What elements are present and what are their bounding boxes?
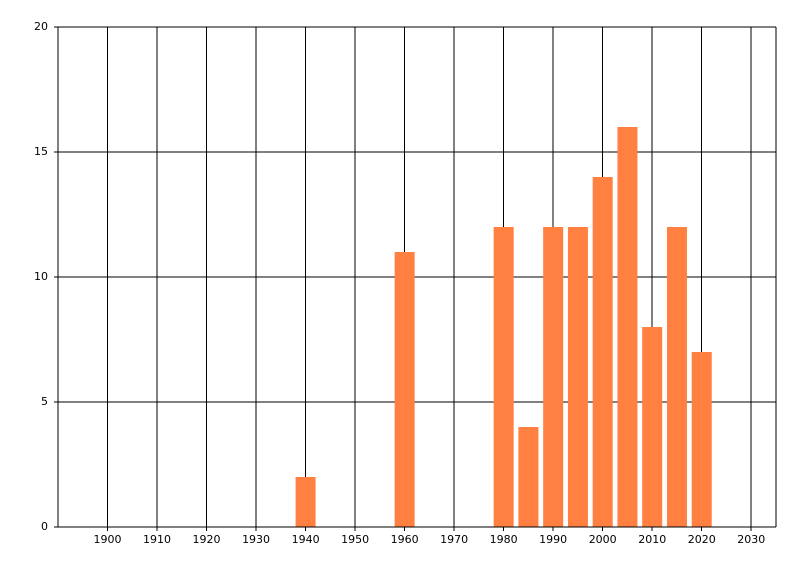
x-tick-label: 1910 [143, 533, 171, 546]
y-tick-label: 5 [41, 395, 48, 408]
x-tick-label: 2000 [589, 533, 617, 546]
y-tick-label: 20 [34, 20, 48, 33]
x-tick-label: 1970 [440, 533, 468, 546]
bar [617, 127, 638, 527]
bar [666, 227, 687, 527]
bar [567, 227, 588, 527]
x-tick-label: 1990 [539, 533, 567, 546]
bar [518, 427, 539, 527]
bar [543, 227, 564, 527]
x-tick-label: 1960 [391, 533, 419, 546]
y-tick-label: 10 [34, 270, 48, 283]
bar [394, 252, 415, 527]
y-tick-label: 15 [34, 145, 48, 158]
bar [592, 177, 613, 527]
x-tick-label: 2020 [688, 533, 716, 546]
x-tick-label: 1980 [490, 533, 518, 546]
x-tick-label: 1920 [193, 533, 221, 546]
x-tick-label: 1900 [94, 533, 122, 546]
bar [691, 352, 712, 527]
bar [493, 227, 514, 527]
x-tick-label: 1940 [292, 533, 320, 546]
x-tick-label: 2010 [638, 533, 666, 546]
bar [295, 477, 316, 527]
bar [642, 327, 663, 527]
x-tick-label: 1930 [242, 533, 270, 546]
x-tick-label: 1950 [341, 533, 369, 546]
y-tick-label: 0 [41, 520, 48, 533]
x-tick-label: 2030 [737, 533, 765, 546]
